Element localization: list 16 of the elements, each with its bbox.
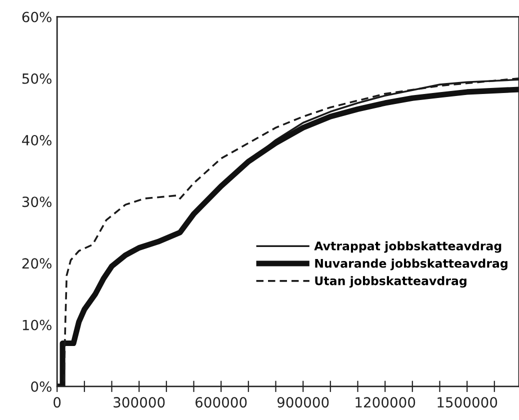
x-tick-label: 1200000 xyxy=(356,397,416,408)
x-tick-label: 0 xyxy=(54,397,61,408)
x-tick-label: 1500000 xyxy=(438,397,498,408)
y-tick-label: 60% xyxy=(22,12,52,22)
y-tick-label: 10% xyxy=(22,320,52,330)
legend-label: Nuvarande jobbskatteavdrag xyxy=(315,258,508,270)
y-tick-label: 20% xyxy=(22,258,52,269)
y-tick-label: 40% xyxy=(22,134,52,146)
legend-label: Utan jobbskatteavdrag xyxy=(315,276,466,288)
x-tick-label: 300000 xyxy=(114,397,165,408)
y-tick-label: 0% xyxy=(31,381,52,392)
x-tick-label: 600000 xyxy=(196,397,247,408)
y-tick-label: 50% xyxy=(22,73,52,84)
x-tick-label: 900000 xyxy=(277,397,329,408)
legend-label: Avtrappat jobbskatteavdrag xyxy=(314,241,502,253)
y-tick-label: 30% xyxy=(22,196,52,208)
